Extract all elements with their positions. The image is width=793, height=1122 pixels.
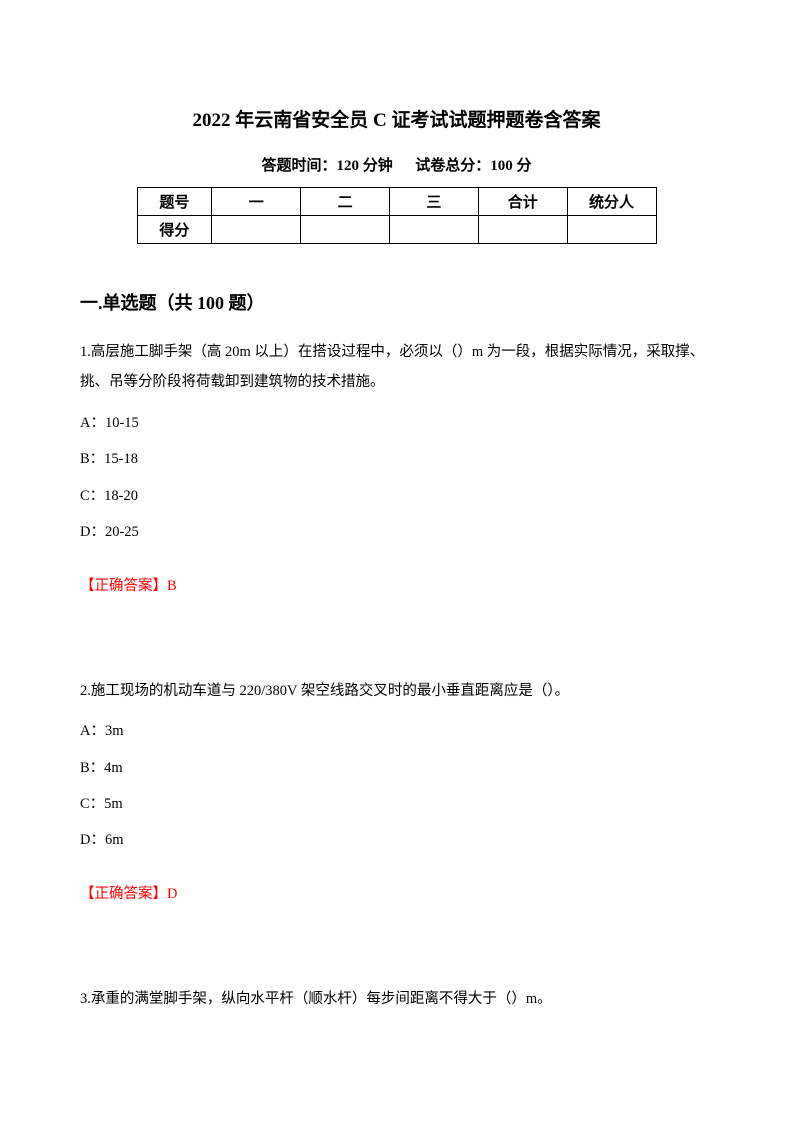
question-text: 1.高层施工脚手架（高 20m 以上）在搭设过程中，必须以（）m 为一段，根据实… — [80, 337, 713, 398]
option-a: A：3m — [80, 716, 713, 746]
option-d: D：20-25 — [80, 517, 713, 547]
option-b: B：4m — [80, 753, 713, 783]
option-c: C：18-20 — [80, 481, 713, 511]
empty-cell — [389, 216, 478, 244]
option-a: A：10-15 — [80, 408, 713, 438]
header-cell: 二 — [301, 188, 390, 216]
answer-label: 【正确答案】D — [80, 880, 713, 909]
option-b: B：15-18 — [80, 444, 713, 474]
header-cell: 题号 — [137, 188, 212, 216]
table-row: 得分 — [137, 216, 656, 244]
row-label-cell: 得分 — [137, 216, 212, 244]
question-text: 3.承重的满堂脚手架，纵向水平杆（顺水杆）每步间距离不得大于（）m。 — [80, 984, 713, 1014]
section-heading: 一.单选题（共 100 题） — [80, 289, 713, 315]
empty-cell — [567, 216, 656, 244]
header-cell: 统分人 — [567, 188, 656, 216]
option-d: D：6m — [80, 825, 713, 855]
table-row: 题号 一 二 三 合计 统分人 — [137, 188, 656, 216]
empty-cell — [478, 216, 567, 244]
question-text: 2.施工现场的机动车道与 220/380V 架空线路交叉时的最小垂直距离应是（）… — [80, 676, 713, 706]
header-cell: 一 — [212, 188, 301, 216]
exam-subtitle: 答题时间：120 分钟 试卷总分：100 分 — [80, 154, 713, 175]
time-limit: 答题时间：120 分钟 — [261, 158, 392, 174]
option-c: C：5m — [80, 789, 713, 819]
header-cell: 三 — [389, 188, 478, 216]
score-table: 题号 一 二 三 合计 统分人 得分 — [137, 187, 657, 244]
question-1: 1.高层施工脚手架（高 20m 以上）在搭设过程中，必须以（）m 为一段，根据实… — [80, 337, 713, 601]
empty-cell — [212, 216, 301, 244]
empty-cell — [301, 216, 390, 244]
header-cell: 合计 — [478, 188, 567, 216]
question-2: 2.施工现场的机动车道与 220/380V 架空线路交叉时的最小垂直距离应是（）… — [80, 676, 713, 909]
total-score: 试卷总分：100 分 — [415, 158, 531, 174]
question-3: 3.承重的满堂脚手架，纵向水平杆（顺水杆）每步间距离不得大于（）m。 — [80, 984, 713, 1014]
exam-title: 2022 年云南省安全员 C 证考试试题押题卷含答案 — [80, 105, 713, 132]
answer-label: 【正确答案】B — [80, 572, 713, 601]
